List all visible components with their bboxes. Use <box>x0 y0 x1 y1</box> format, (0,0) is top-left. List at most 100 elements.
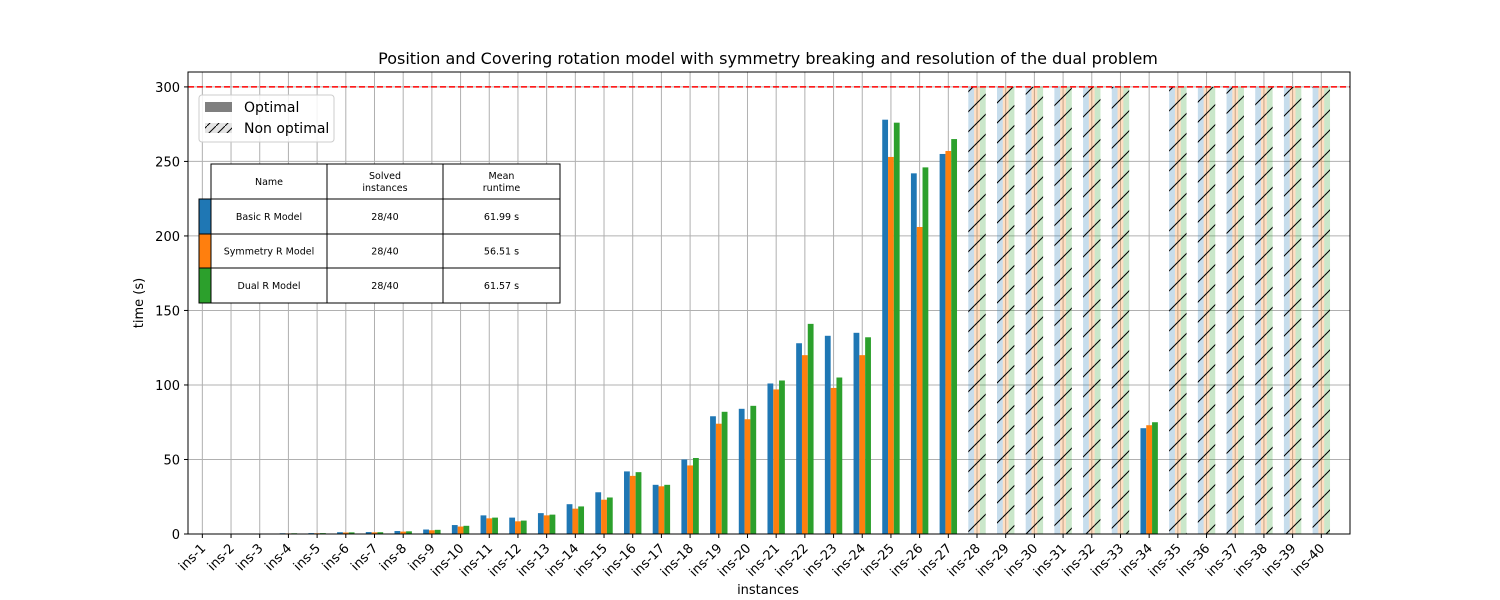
x-tick-label: ins-2 <box>205 541 238 574</box>
table-cell <box>442 233 561 269</box>
bar <box>945 150 952 534</box>
bar <box>543 515 550 534</box>
bar <box>480 515 487 534</box>
bar-hatch <box>1203 86 1210 534</box>
y-tick-label: 100 <box>155 379 180 394</box>
bar <box>836 377 843 534</box>
bar <box>910 173 917 535</box>
legend-swatch-optimal <box>205 102 232 112</box>
bar-hatch <box>1266 86 1273 534</box>
bar <box>796 343 802 534</box>
bar-hatch <box>1065 86 1072 534</box>
bar <box>1146 425 1153 534</box>
bar <box>893 122 900 535</box>
bar <box>515 521 521 534</box>
bar-hatch <box>1209 86 1216 534</box>
bar <box>767 383 774 534</box>
bar-hatch <box>979 86 986 534</box>
bar-hatch <box>1318 86 1325 534</box>
table-cell <box>326 233 444 269</box>
bar <box>624 471 630 534</box>
table-header-cell <box>442 163 561 200</box>
table-row-color <box>198 198 212 235</box>
bar <box>658 486 665 534</box>
bar <box>578 506 585 534</box>
bar-hatch <box>1088 86 1095 534</box>
table-cell-text: Dual R Model <box>238 281 301 292</box>
table-header-text: Name <box>255 177 283 188</box>
bar <box>652 484 659 534</box>
y-tick-label: 150 <box>155 304 180 319</box>
bar <box>365 532 372 534</box>
table-header-text: Mean <box>489 171 515 182</box>
bar <box>859 355 866 534</box>
bar-hatch <box>1238 86 1244 534</box>
bar-hatch <box>1123 86 1130 534</box>
chart-title: Position and Covering rotation model wit… <box>378 49 1158 68</box>
bar <box>807 323 814 534</box>
bar <box>451 525 458 534</box>
table-cell <box>326 198 444 235</box>
bar-hatch <box>1261 86 1267 534</box>
x-tick-label: ins-40 <box>1289 541 1328 580</box>
bar <box>423 529 429 534</box>
bar <box>492 517 498 534</box>
bar <box>428 530 435 534</box>
bar <box>342 532 349 534</box>
legend-swatch-hatch <box>205 123 232 133</box>
table-cell-text: 56.51 s <box>484 247 519 258</box>
table-row-color <box>198 267 212 304</box>
table-cell <box>210 198 328 235</box>
bar <box>520 520 527 534</box>
bar-hatch <box>1197 86 1204 534</box>
table-cell <box>442 267 561 304</box>
bar <box>629 475 636 534</box>
bar-hatch <box>1117 86 1124 534</box>
x-tick-label: ins-4 <box>262 541 295 574</box>
x-tick-label: ins-7 <box>348 541 381 574</box>
table-cell <box>210 267 328 304</box>
bar <box>779 380 785 534</box>
bar <box>337 532 343 534</box>
x-tick-label: ins-1 <box>176 541 209 574</box>
bar-hatch <box>1180 86 1187 534</box>
table-header-text: Solved <box>369 171 401 182</box>
y-tick-label: 250 <box>155 155 180 170</box>
bar-hatch <box>1111 86 1118 534</box>
table-cell-text: 28/40 <box>371 281 398 292</box>
bar <box>486 518 493 534</box>
table-cell-text: 61.57 s <box>484 281 519 292</box>
bar-hatch <box>1324 86 1331 534</box>
bar-hatch <box>1054 86 1061 534</box>
bar <box>595 492 602 534</box>
bar-hatch <box>997 86 1003 534</box>
bar <box>566 504 573 534</box>
bar-hatch <box>1226 86 1233 534</box>
bar <box>830 387 837 534</box>
bar-hatch <box>974 86 980 534</box>
bar <box>687 465 693 534</box>
legend: Optimal Non optimal <box>198 94 335 143</box>
bar <box>922 167 929 534</box>
x-tick-label: ins-5 <box>291 541 324 574</box>
y-tick-label: 50 <box>163 453 180 468</box>
bar <box>681 459 688 534</box>
bar-hatch <box>968 86 975 534</box>
table-row-color <box>198 233 212 269</box>
y-tick-label: 0 <box>172 528 180 543</box>
bar <box>537 513 544 534</box>
bar <box>801 355 808 534</box>
bar <box>1140 428 1147 534</box>
bar <box>939 153 946 534</box>
bar-hatch <box>1094 86 1101 534</box>
bar-hatch <box>1255 86 1262 534</box>
bar <box>715 423 722 534</box>
bar <box>882 119 889 535</box>
table-cell <box>326 267 444 304</box>
bar-hatch <box>1008 86 1015 534</box>
bar-hatch <box>1169 86 1175 534</box>
bar <box>738 408 745 534</box>
bar-hatch <box>1025 86 1032 534</box>
